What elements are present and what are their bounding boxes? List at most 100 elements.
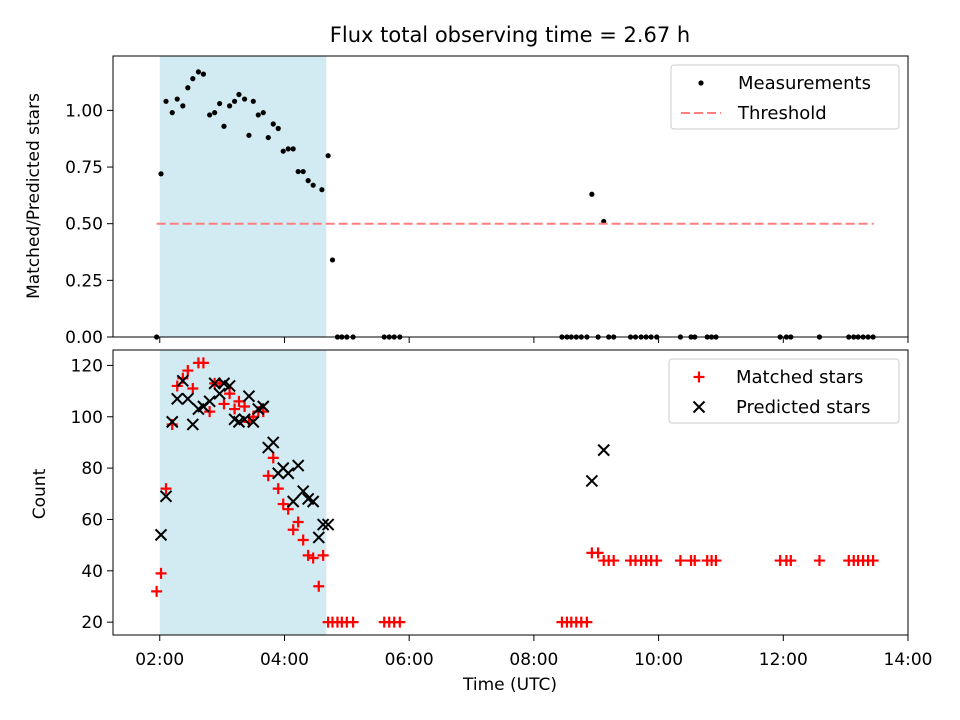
predicted-star-point [166, 415, 179, 429]
matched-star-point [674, 555, 686, 567]
count-legend: Matched stars Predicted stars [668, 358, 900, 424]
x-axis-label: Time (UTC) [462, 675, 557, 695]
ratio-legend: Measurements Threshold [670, 64, 900, 130]
ratio-y-tick-label: 0.75 [65, 158, 103, 178]
count-plot-frame [112, 349, 909, 636]
measurement-point [275, 125, 281, 132]
measurement-point [310, 182, 316, 188]
matched-star-point [592, 547, 604, 559]
measurement-point [246, 132, 252, 138]
measurement-point [250, 98, 256, 104]
x-tick-label: 14:00 [884, 650, 933, 670]
measurement-point [300, 168, 306, 175]
x-tick-label: 08:00 [509, 650, 558, 670]
matched-star-point [197, 357, 209, 369]
matched-star-point [785, 555, 797, 567]
predicted-star-point [247, 415, 260, 429]
count-y-tick-label: 120 [71, 356, 103, 376]
predicted-star-point [203, 395, 216, 408]
ratio-observing-window [159, 56, 327, 337]
measurement-point [190, 76, 196, 82]
matched-star-point [233, 395, 245, 407]
legend-label: Predicted stars [736, 397, 870, 418]
measurement-point [221, 123, 227, 129]
ratio-y-tick-label: 1.00 [65, 101, 103, 121]
matched-star-point [267, 452, 279, 464]
predicted-star-point [171, 392, 184, 405]
matched-star-point [218, 398, 230, 410]
predicted-star-point [159, 490, 173, 503]
measurement-point [305, 178, 311, 184]
x-tick-label: 06:00 [385, 650, 434, 670]
matched-star-point [651, 555, 663, 567]
predicted-star-point [208, 377, 221, 390]
measurement-point [180, 103, 186, 109]
predicted-star-point [186, 418, 200, 431]
count-series-matched-stars [151, 357, 879, 628]
matched-star-point [317, 549, 329, 561]
matched-star-point [272, 483, 284, 495]
legend-label: Matched stars [736, 367, 863, 388]
matched-star-point [182, 365, 194, 377]
matched-star-point [313, 580, 325, 592]
measurement-point [285, 146, 291, 152]
matched-star-point [224, 388, 236, 400]
ratio-y-tick-label: 0.25 [65, 271, 103, 291]
predicted-star-point [282, 467, 295, 480]
matched-star-point [287, 524, 299, 536]
matched-star-point [813, 555, 825, 567]
measurement-point [290, 146, 296, 152]
x-tick-label: 10:00 [634, 650, 683, 670]
legend-measurements-swatch [698, 80, 704, 86]
matched-star-point [867, 555, 879, 567]
measurement-point [270, 121, 276, 127]
measurement-point [185, 85, 191, 91]
measurement-point [174, 96, 180, 102]
measurement-point [158, 171, 164, 177]
ratio-y-axis-label: Matched/Predicted stars [24, 93, 44, 299]
measurement-point [212, 110, 218, 116]
x-tick-label: 04:00 [260, 650, 309, 670]
ratio-y-tick-label: 0.00 [65, 328, 103, 348]
measurement-point [255, 112, 261, 118]
x-tick-label: 02:00 [135, 650, 184, 670]
count-y-tick-label: 80 [81, 459, 103, 479]
predicted-star-point [154, 528, 168, 542]
count-panel: 20 40 60 80 100 120 02:00 04:00 06:00 08:00 10:00… [30, 349, 933, 670]
measurement-point [325, 153, 331, 159]
predicted-star-point [176, 374, 190, 388]
predicted-star-point [321, 518, 335, 531]
measurement-point [236, 91, 242, 98]
predicted-star-point [223, 379, 236, 393]
measurement-point [227, 103, 233, 109]
measurement-point [280, 148, 286, 154]
matched-star-point [292, 516, 304, 528]
ratio-legend-box [670, 64, 900, 130]
chart-title: Flux total observing time = 2.67 h [330, 23, 690, 47]
matched-star-point [155, 567, 167, 579]
predicted-star-point [312, 531, 325, 544]
matched-star-point [710, 555, 722, 567]
matched-star-point [187, 383, 199, 395]
count-y-tick-label: 100 [71, 408, 103, 428]
measurement-point [200, 71, 207, 77]
predicted-star-point [181, 392, 195, 405]
count-legend-box [668, 358, 900, 424]
predicted-star-point [213, 387, 226, 400]
predicted-star-point [296, 485, 310, 498]
count-y-tick-label: 60 [81, 510, 103, 530]
measurement-point [329, 257, 336, 263]
measurement-point [163, 98, 169, 104]
predicted-star-point [242, 390, 256, 403]
matched-star-point [347, 616, 359, 628]
measurement-point [231, 98, 238, 104]
predicted-star-point [257, 400, 270, 413]
legend-label: Measurements [738, 73, 871, 94]
legend-label: Threshold [737, 103, 827, 124]
matched-star-point [689, 555, 701, 567]
count-y-axis-label: Count [30, 468, 50, 519]
x-tick-label: 12:00 [759, 650, 808, 670]
measurement-point [207, 112, 213, 118]
matched-star-point [160, 483, 172, 495]
